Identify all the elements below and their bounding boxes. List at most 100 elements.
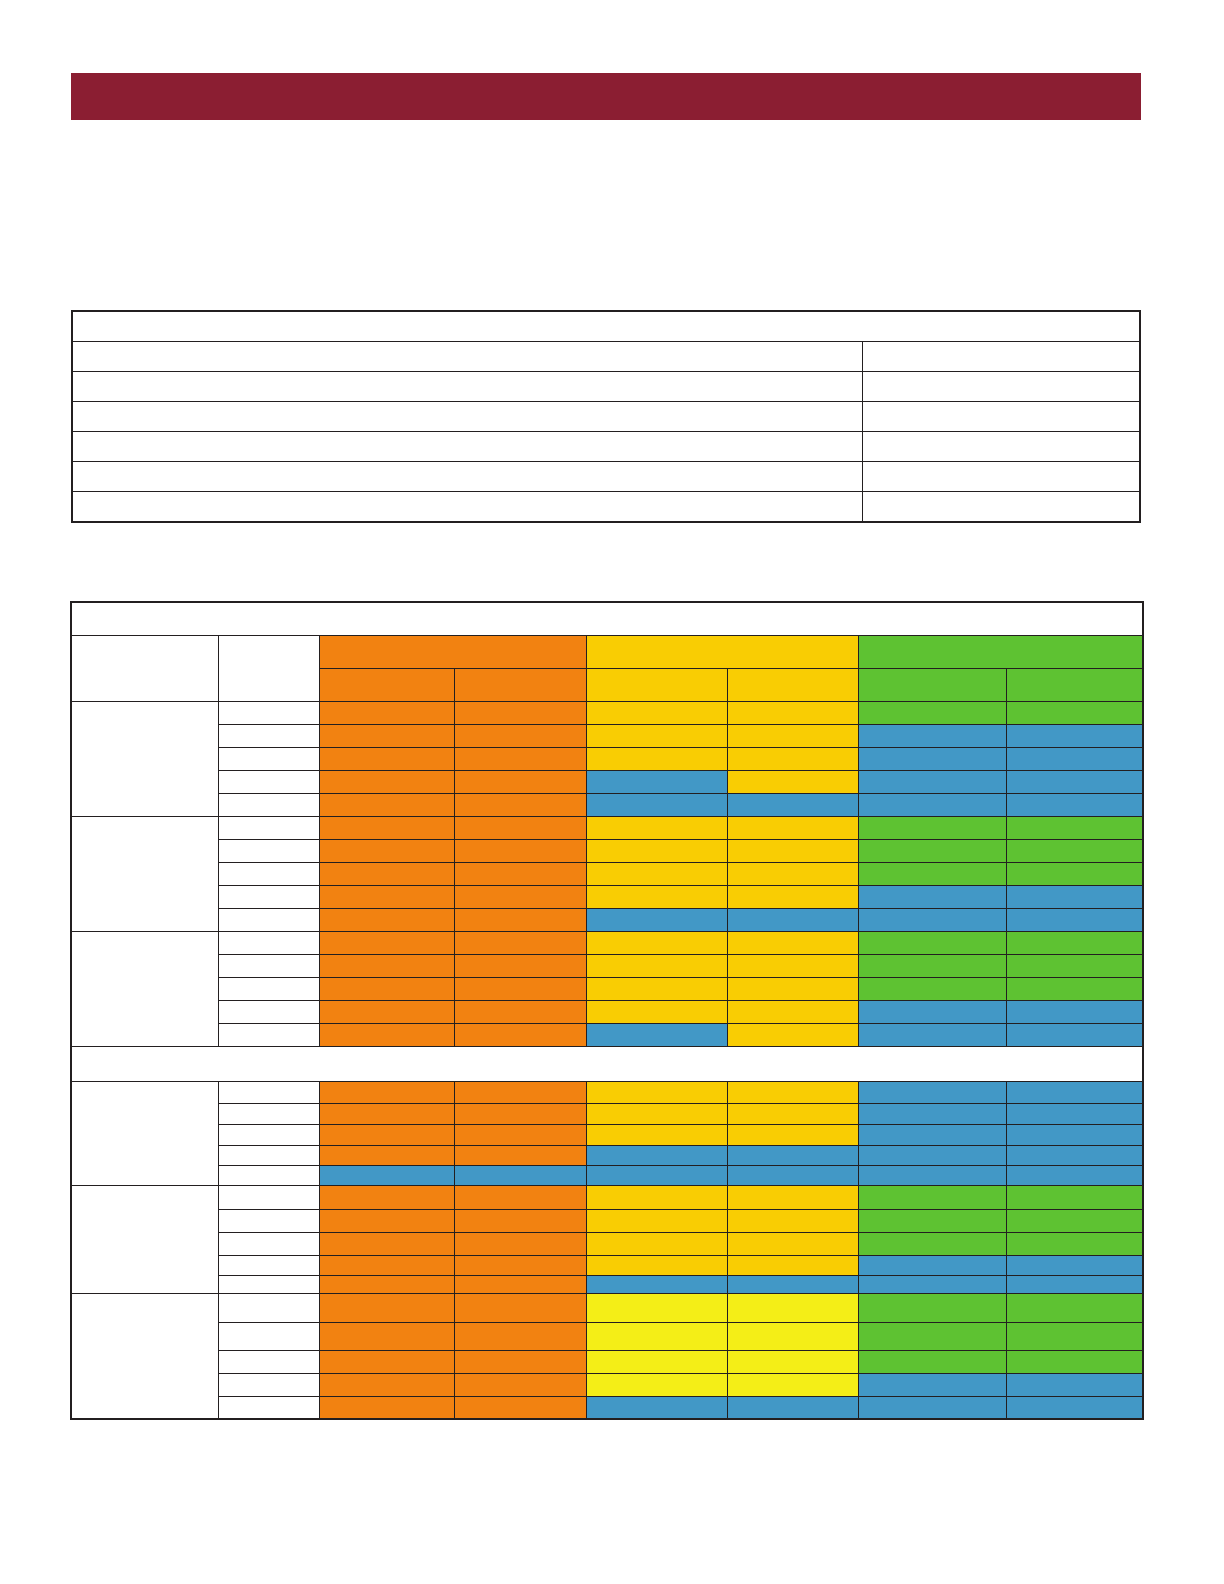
grid-color-cell: [453, 861, 587, 886]
grid-color-cell: [1005, 1144, 1144, 1166]
grid-color-cell: [726, 746, 859, 771]
grid-row: [71, 1123, 1144, 1146]
grid-row-label-cell: [217, 1372, 320, 1397]
grid-section-title-cell: [70, 1045, 1144, 1082]
summary-row: [71, 431, 1141, 462]
grid-row: [71, 884, 1144, 909]
summary-row: [71, 371, 1141, 402]
grid-color-cell: [857, 1208, 1007, 1233]
grid-color-cell: [1005, 976, 1144, 1001]
grid-color-cell: [453, 1292, 587, 1323]
grid-color-cell: [857, 1144, 1007, 1166]
grid-color-cell: [857, 1080, 1007, 1104]
summary-row: [71, 341, 1141, 372]
grid-color-cell: [585, 1208, 728, 1233]
grid-color-cell: [1005, 792, 1144, 817]
grid-color-cell: [857, 1102, 1007, 1125]
grid-group-label-cell: [70, 1080, 219, 1186]
grid-header-row: [70, 634, 1144, 702]
grid-color-cell: [726, 1208, 859, 1233]
grid-color-cell: [857, 815, 1007, 840]
grid-color-cell: [726, 999, 859, 1024]
summary-value-cell: [861, 461, 1141, 492]
grid-color-cell: [726, 976, 859, 1001]
grid-color-cell: [318, 953, 455, 978]
grid-color-cell: [726, 815, 859, 840]
grid-row: [70, 1080, 1144, 1186]
grid-row-label-cell: [217, 1254, 320, 1276]
grid-row-label-cell: [217, 999, 320, 1024]
grid-color-cell: [318, 1144, 455, 1166]
grid-color-cell: [585, 861, 728, 886]
grid-color-cell: [318, 723, 455, 748]
grid-color-cell: [726, 1372, 859, 1397]
summary-value-cell: [861, 491, 1141, 523]
grid-row: [71, 953, 1144, 978]
grid-color-cell: [318, 1395, 455, 1420]
grid-color-cell: [453, 1208, 587, 1233]
grid-group-label-cell: [70, 930, 219, 1047]
grid-color-cell: [726, 838, 859, 863]
grid-color-cell: [1005, 1231, 1144, 1256]
grid-color-cell: [857, 884, 1007, 909]
grid-subheader-yellow: [585, 667, 728, 702]
summary-label-cell: [71, 371, 863, 402]
grid-row: [70, 700, 1144, 817]
grid-row-label-cell: [217, 1274, 320, 1294]
grid-color-cell: [726, 1292, 859, 1323]
summary-row: [71, 491, 1141, 523]
grid-row: [71, 976, 1144, 1001]
grid-subheader-orange: [453, 667, 587, 702]
grid-color-cell: [726, 1144, 859, 1166]
grid-row-label-cell: [217, 861, 320, 886]
grid-group-label-cell: [70, 700, 219, 817]
grid-color-cell: [453, 815, 587, 840]
grid-color-cell: [1005, 723, 1144, 748]
grid-row: [71, 861, 1144, 886]
grid-color-cell: [585, 1349, 728, 1374]
grid-color-cell: [1005, 1184, 1144, 1210]
grid-row-label-cell: [217, 1164, 320, 1186]
grid-row-label-cell: [217, 884, 320, 909]
grid-subheader-yellow: [726, 667, 859, 702]
grid-color-cell: [585, 1022, 728, 1047]
grid-color-cell: [1005, 861, 1144, 886]
grid-color-cell: [318, 930, 455, 955]
grid-color-cell: [318, 1102, 455, 1125]
grid-color-cell: [857, 1349, 1007, 1374]
grid-row-label-cell: [217, 1123, 320, 1146]
grid-group-label-cell: [70, 815, 219, 932]
grid-color-cell: [857, 861, 1007, 886]
grid-group-header-orange: [318, 634, 587, 669]
grid-color-cell: [318, 907, 455, 932]
summary-header-row: [71, 310, 1141, 342]
grid-color-cell: [585, 953, 728, 978]
summary-value-cell: [861, 371, 1141, 402]
grid-color-cell: [1005, 1395, 1144, 1420]
grid-color-cell: [453, 1349, 587, 1374]
grid-color-cell: [585, 1372, 728, 1397]
grid-color-cell: [1005, 1022, 1144, 1047]
grid-color-cell: [585, 1274, 728, 1294]
grid-row: [71, 838, 1144, 863]
grid-color-cell: [1005, 1349, 1144, 1374]
grid-row-label-cell: [217, 1395, 320, 1420]
grid-color-cell: [453, 1022, 587, 1047]
grid-color-cell: [318, 1208, 455, 1233]
grid-color-cell: [453, 1184, 587, 1210]
grid-color-cell: [453, 769, 587, 794]
grid-color-cell: [726, 907, 859, 932]
grid-row-label-cell: [217, 1022, 320, 1047]
grid-color-cell: [453, 1080, 587, 1104]
grid-color-cell: [857, 1254, 1007, 1276]
grid-color-cell: [726, 1184, 859, 1210]
grid-row-label-cell: [217, 953, 320, 978]
grid-color-cell: [857, 1123, 1007, 1146]
grid-color-cell: [857, 907, 1007, 932]
grid-color-cell: [1005, 907, 1144, 932]
grid-color-cell: [453, 1123, 587, 1146]
grid-color-cell: [726, 861, 859, 886]
grid-group-header-yellow: [585, 634, 859, 669]
grid-color-cell: [318, 1254, 455, 1276]
grid-color-cell: [857, 723, 1007, 748]
